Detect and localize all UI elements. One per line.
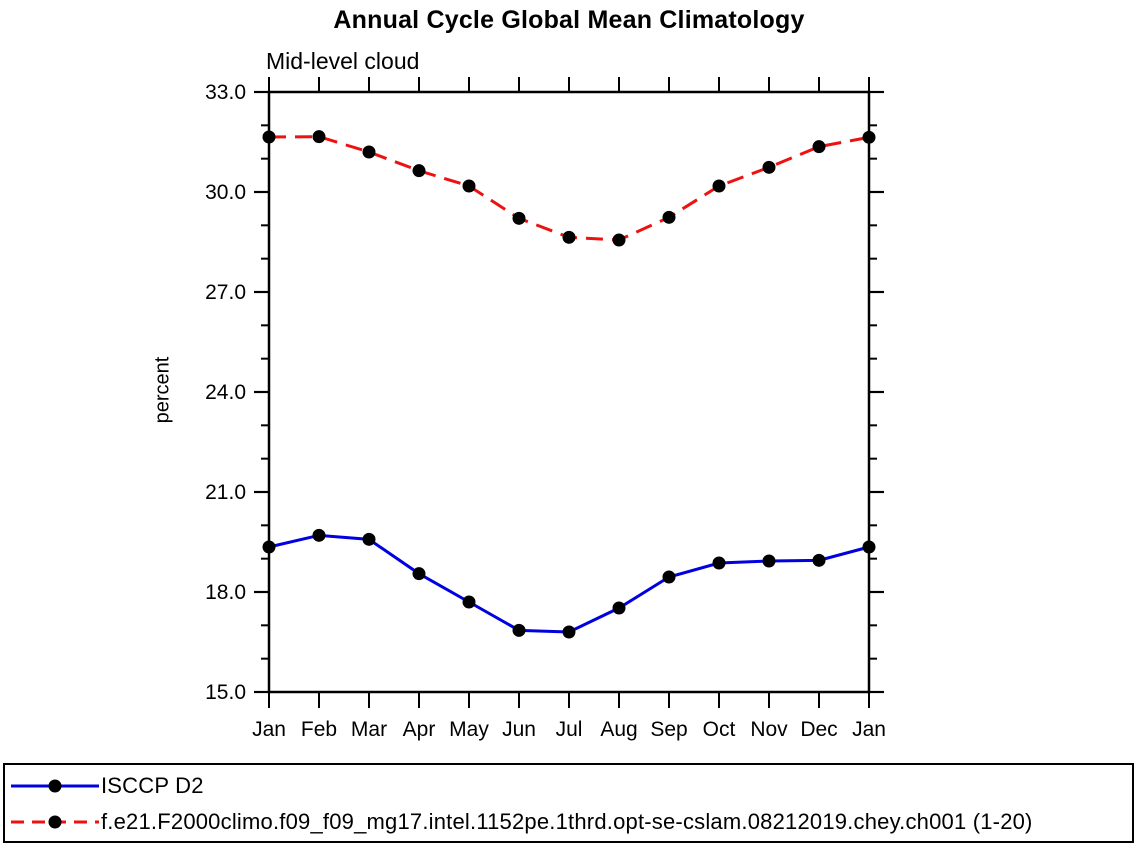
legend-label-isccp-d2: ISCCP D2 (101, 773, 204, 798)
data-point-marker-series-0 (312, 528, 326, 542)
x-tick-label: Apr (403, 718, 436, 741)
legend-item-model-run: f.e21.F2000climo.f09_f09_mg17.intel.1152… (5, 804, 1132, 840)
data-point-marker-series-1 (362, 145, 376, 159)
data-point-marker-series-0 (562, 625, 576, 639)
data-point-marker-series-1 (862, 130, 876, 144)
x-tick-label: Dec (800, 718, 837, 741)
data-point-marker-series-1 (462, 179, 476, 193)
data-point-marker-series-1 (312, 130, 326, 144)
y-tick-label: 18.0 (205, 581, 246, 604)
data-point-marker-series-1 (412, 164, 426, 178)
x-tick-label: Nov (750, 718, 788, 741)
series-line-0 (268, 533, 870, 634)
legend-line-sample-solid (11, 779, 99, 793)
legend-line-sample-dashed (11, 815, 99, 829)
legend-label-model-run: f.e21.F2000climo.f09_f09_mg17.intel.1152… (101, 809, 1033, 834)
x-tick-label: Oct (703, 718, 736, 741)
y-tick-label: 24.0 (205, 381, 246, 404)
data-point-marker-series-1 (562, 230, 576, 244)
data-point-marker-series-1 (662, 210, 676, 224)
series-line-1 (268, 135, 870, 242)
legend-item-isccp-d2: ISCCP D2 (5, 768, 1132, 804)
data-point-marker-series-1 (712, 179, 726, 193)
x-tick-label: Jun (502, 718, 536, 741)
data-point-marker-series-0 (462, 595, 476, 609)
data-point-marker-series-0 (512, 623, 526, 637)
x-tick-label: Jan (852, 718, 886, 741)
data-point-marker-series-0 (712, 556, 726, 570)
x-tick-label: May (449, 718, 489, 741)
x-tick-label: Feb (301, 718, 337, 741)
x-tick-label: Aug (600, 718, 637, 741)
legend-box: ISCCP D2 f.e21.F2000climo.f09_f09_mg17.i… (3, 763, 1134, 843)
chart-subtitle: Mid-level cloud (266, 48, 420, 74)
plot-frame (267, 90, 871, 694)
chart-title: Annual Cycle Global Mean Climatology (333, 6, 805, 34)
data-point-marker-series-1 (262, 130, 276, 144)
data-point-marker-series-0 (762, 554, 776, 568)
x-tick-label: Jul (556, 718, 583, 741)
data-point-marker-series-0 (412, 567, 426, 581)
data-point-marker-series-0 (662, 570, 676, 584)
data-point-marker-series-1 (612, 233, 626, 247)
data-point-marker-series-0 (812, 553, 826, 567)
y-tick-label: 21.0 (205, 481, 246, 504)
x-tick-label: Mar (351, 718, 387, 741)
x-tick-label: Jan (252, 718, 286, 741)
data-point-marker-series-1 (512, 211, 526, 225)
y-tick-label: 30.0 (205, 181, 246, 204)
x-tick-label: Sep (650, 718, 687, 741)
data-point-marker-series-0 (262, 540, 276, 554)
data-point-marker-series-0 (362, 532, 376, 546)
data-point-marker-series-1 (762, 160, 776, 174)
y-tick-label: 15.0 (205, 681, 246, 704)
y-tick-label: 27.0 (205, 281, 246, 304)
y-tick-label: 33.0 (205, 81, 246, 104)
data-point-marker-series-0 (612, 601, 626, 615)
data-point-marker-series-1 (812, 140, 826, 154)
chart-plot-area: Jan Feb Mar Apr May Jun Jul Aug Sep Oct Nov Dec Jan 1… (205, 77, 886, 741)
data-point-marker-series-0 (862, 540, 876, 554)
